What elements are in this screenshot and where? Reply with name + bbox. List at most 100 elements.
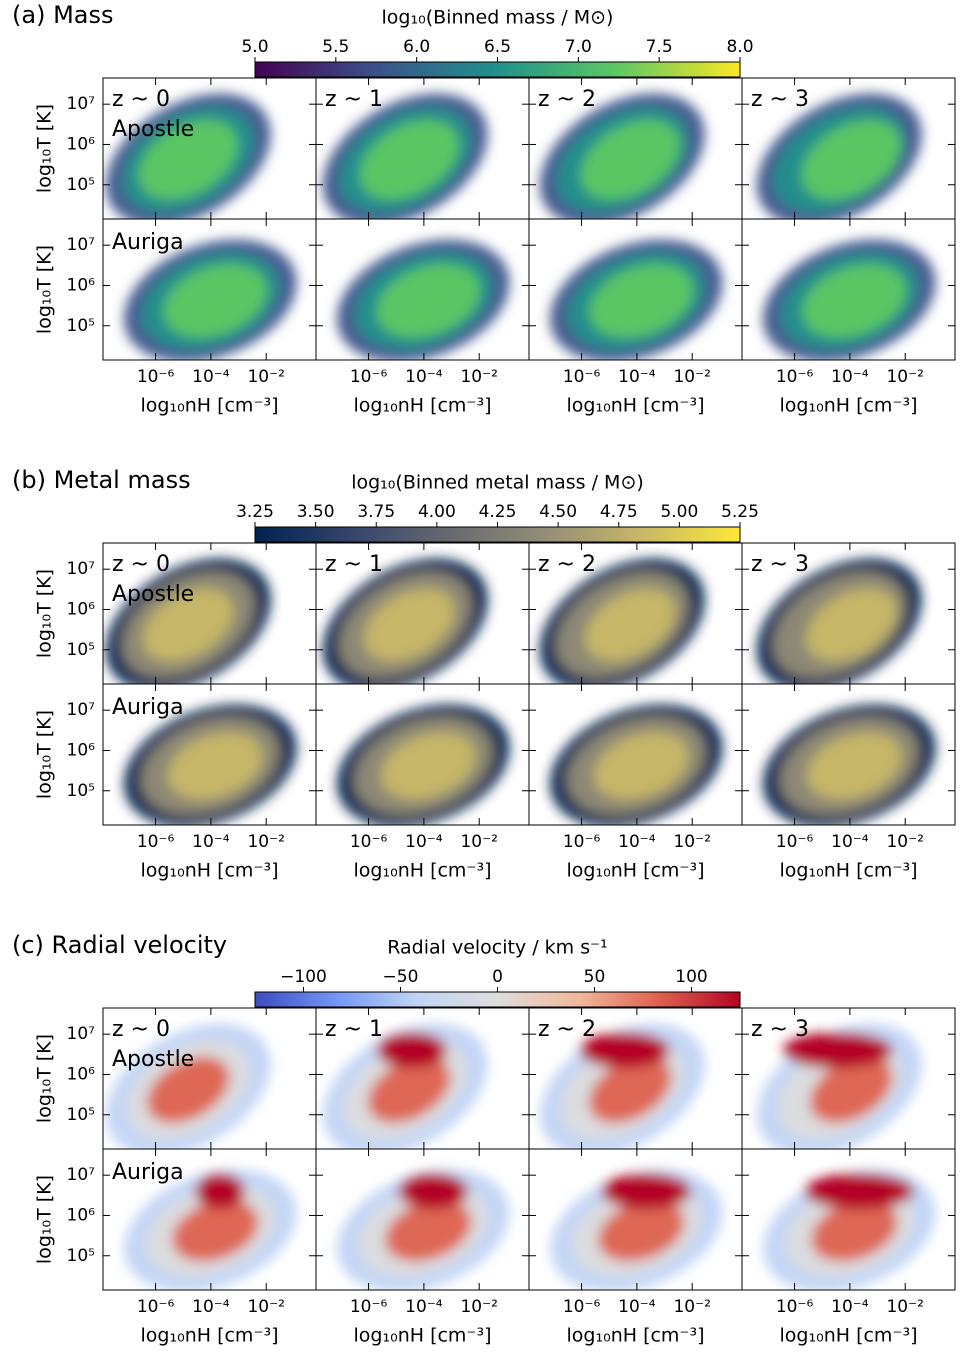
x-axis-label: log₁₀nH [cm⁻³] xyxy=(567,1325,705,1347)
heatmap-region xyxy=(363,588,455,662)
heatmap xyxy=(123,1169,297,1290)
heatmap-region xyxy=(163,264,267,338)
y-tick-label: 10⁷ xyxy=(67,700,96,720)
y-axis-label: log₁₀T [K] xyxy=(34,710,56,799)
row-label: Apostle xyxy=(112,1047,194,1072)
heatmap-region xyxy=(376,264,480,338)
colorbar-label: Radial velocity / km s⁻¹ xyxy=(387,937,608,959)
y-tick-label: 10⁵ xyxy=(67,781,95,801)
column-label: z ~ 0 xyxy=(112,552,170,577)
heatmap xyxy=(756,558,922,684)
y-axis-label: log₁₀T [K] xyxy=(34,1175,56,1264)
heatmap-region xyxy=(806,732,902,800)
row-label: Auriga xyxy=(112,230,184,255)
x-tick-label: 10⁻² xyxy=(886,1297,923,1317)
column-label: z ~ 2 xyxy=(538,552,596,577)
colorbar-label: log₁₀(Binned metal mass / M⊙) xyxy=(351,472,644,494)
heatmap xyxy=(322,1023,488,1149)
heatmap xyxy=(549,1169,723,1290)
colorbar-tick-label: 5.5 xyxy=(322,37,349,57)
heatmap xyxy=(105,93,271,219)
x-tick-label: 10⁻² xyxy=(460,832,497,852)
x-axis-label: log₁₀nH [cm⁻³] xyxy=(567,395,705,417)
column-label: z ~ 3 xyxy=(751,1017,809,1042)
heatmap-region xyxy=(138,120,238,200)
x-tick-label: 10⁻⁶ xyxy=(137,1297,175,1317)
heatmap-region xyxy=(359,120,459,200)
colorbar-tick-label: 6.0 xyxy=(403,37,430,57)
x-tick-label: 10⁻² xyxy=(886,367,923,387)
colorbar-tick-label: 6.5 xyxy=(484,37,511,57)
x-tick-label: 10⁻⁶ xyxy=(137,832,175,852)
x-axis-label: log₁₀nH [cm⁻³] xyxy=(567,860,705,882)
heatmap-region xyxy=(802,264,906,338)
heatmap-region xyxy=(376,1032,447,1069)
colorbar-tick-label: 7.0 xyxy=(565,37,592,57)
colorbar-tick-label: 50 xyxy=(584,967,606,987)
x-axis-label: log₁₀nH [cm⁻³] xyxy=(141,860,279,882)
y-axis-label: log₁₀T [K] xyxy=(34,104,56,193)
colorbar-tick-label: 5.25 xyxy=(721,502,759,522)
y-tick-label: 10⁵ xyxy=(67,1246,95,1266)
row-label: Auriga xyxy=(112,1160,184,1185)
x-tick-label: 10⁻² xyxy=(247,832,284,852)
y-axis-label: log₁₀T [K] xyxy=(34,569,56,658)
colorbar-tick-label: 4.00 xyxy=(418,502,456,522)
x-tick-label: 10⁻² xyxy=(460,1297,497,1317)
y-tick-label: 10⁵ xyxy=(67,316,95,336)
heatmap-region xyxy=(167,732,263,800)
heatmap-region xyxy=(801,120,901,200)
y-tick-label: 10⁷ xyxy=(67,1165,96,1185)
heatmap-region xyxy=(588,1056,672,1123)
heatmap-region xyxy=(811,1200,898,1262)
column-label: z ~ 0 xyxy=(112,1017,170,1042)
heatmap-region xyxy=(598,1200,685,1262)
x-tick-label: 10⁻⁶ xyxy=(776,832,814,852)
heatmap-region xyxy=(142,588,234,662)
x-tick-label: 10⁻⁴ xyxy=(192,1297,230,1317)
x-axis-label: log₁₀nH [cm⁻³] xyxy=(780,1325,918,1347)
x-tick-label: 10⁻⁴ xyxy=(831,367,869,387)
heatmap xyxy=(762,704,936,825)
colorbar-tick-label: 8.0 xyxy=(726,37,753,57)
x-axis-label: log₁₀nH [cm⁻³] xyxy=(354,395,492,417)
heatmap-region xyxy=(804,1173,915,1210)
heatmap xyxy=(549,239,723,360)
heatmap-region xyxy=(580,120,680,200)
y-tick-label: 10⁶ xyxy=(67,599,96,619)
colorbar-tick-label: 0 xyxy=(492,967,503,987)
colorbar-tick-label: −100 xyxy=(280,967,327,987)
y-tick-label: 10⁶ xyxy=(67,1064,96,1084)
panel-title: (a) Mass xyxy=(12,1,113,29)
y-tick-label: 10⁶ xyxy=(67,740,96,760)
x-tick-label: 10⁻⁶ xyxy=(563,1297,601,1317)
x-tick-label: 10⁻⁶ xyxy=(350,367,388,387)
y-tick-label: 10⁷ xyxy=(67,235,96,255)
y-tick-label: 10⁷ xyxy=(67,94,96,114)
heatmap-region xyxy=(593,732,689,800)
column-label: z ~ 1 xyxy=(325,1017,383,1042)
panel-frame xyxy=(741,683,956,826)
heatmap xyxy=(549,704,723,825)
x-tick-label: 10⁻² xyxy=(247,1297,284,1317)
x-tick-label: 10⁻⁶ xyxy=(776,367,814,387)
heatmap xyxy=(756,1023,922,1149)
x-tick-label: 10⁻⁴ xyxy=(405,1297,443,1317)
x-axis-label: log₁₀nH [cm⁻³] xyxy=(780,395,918,417)
row-label: Apostle xyxy=(112,582,194,607)
heatmap-region xyxy=(398,1173,469,1210)
colorbar-tick-label: 7.5 xyxy=(646,37,673,57)
x-tick-label: 10⁻⁶ xyxy=(563,832,601,852)
x-axis-label: log₁₀nH [cm⁻³] xyxy=(354,860,492,882)
heatmap-region xyxy=(146,1056,230,1123)
heatmap xyxy=(762,1169,936,1290)
heatmap xyxy=(123,239,297,360)
heatmap xyxy=(539,1023,705,1149)
x-tick-label: 10⁻⁴ xyxy=(192,832,230,852)
colorbar-tick-label: 4.75 xyxy=(600,502,638,522)
x-tick-label: 10⁻⁶ xyxy=(350,1297,388,1317)
colorbar-tick-label: 100 xyxy=(675,967,707,987)
x-tick-label: 10⁻⁶ xyxy=(137,367,175,387)
x-tick-label: 10⁻⁶ xyxy=(776,1297,814,1317)
